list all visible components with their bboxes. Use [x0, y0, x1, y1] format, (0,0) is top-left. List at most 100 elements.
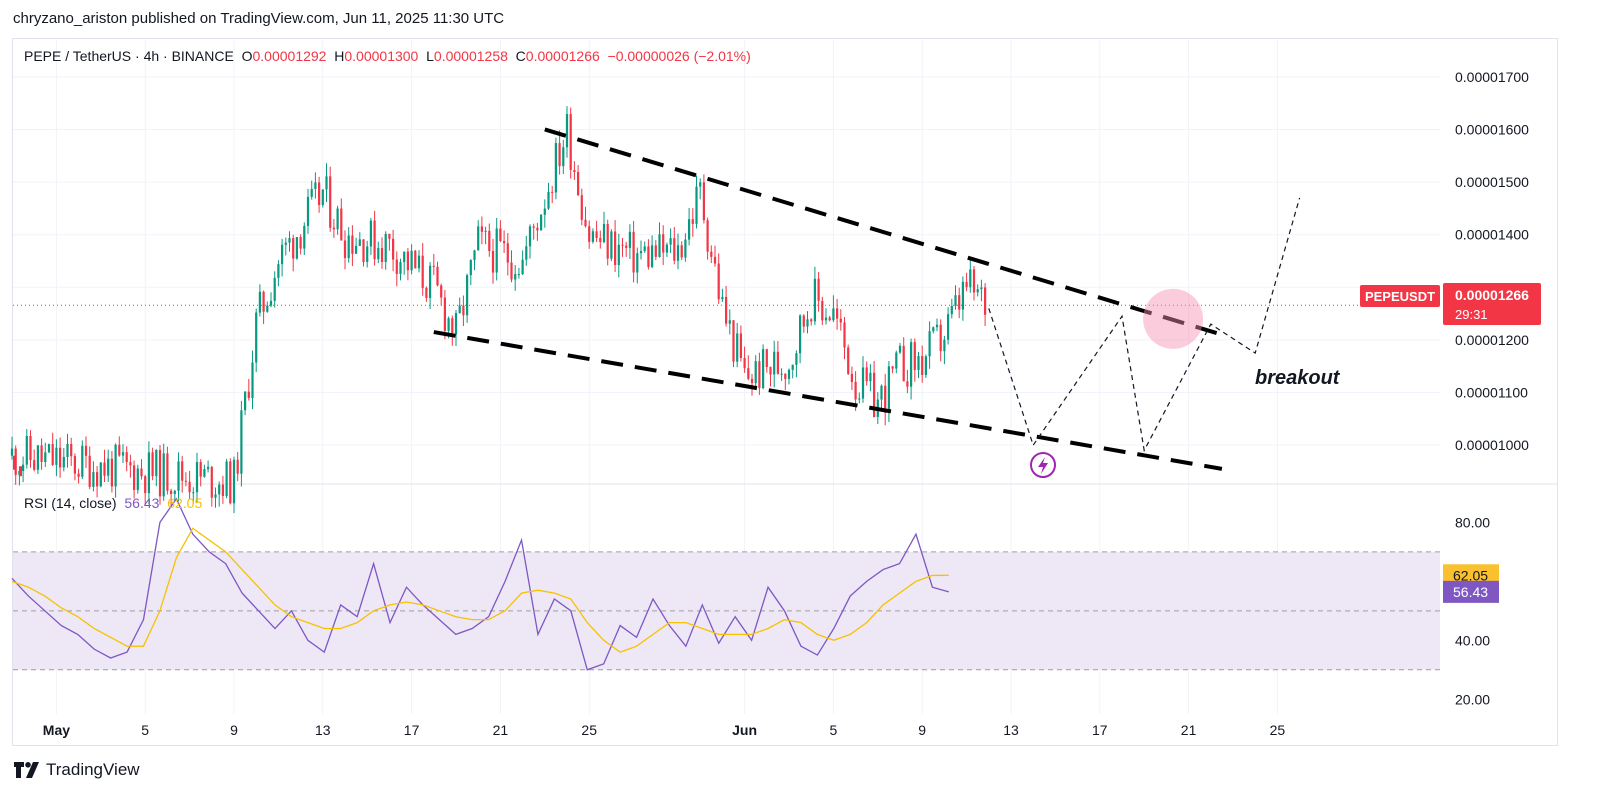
- time-axis-label: 13: [1003, 722, 1019, 738]
- candle-body: [636, 253, 639, 273]
- candle-body: [791, 364, 794, 370]
- candle-body: [628, 231, 632, 248]
- candle-body: [817, 278, 820, 301]
- candle-body: [562, 147, 565, 167]
- candle-body: [913, 342, 916, 371]
- time-axis-label: 25: [581, 722, 597, 738]
- candle-body: [983, 287, 987, 315]
- candle-body: [454, 313, 458, 335]
- candle-body: [225, 461, 228, 496]
- candle-body: [58, 447, 62, 468]
- candle-body: [280, 244, 284, 265]
- candle-body: [221, 484, 225, 496]
- candle-body: [621, 244, 624, 246]
- candle-body: [539, 214, 543, 231]
- candle-body: [103, 462, 106, 476]
- candle-body: [928, 331, 931, 357]
- candle-body: [325, 176, 328, 190]
- time-axis-label: 13: [315, 722, 331, 738]
- candle-body: [602, 223, 606, 243]
- candle-body: [181, 461, 184, 481]
- low-label: L: [426, 48, 434, 64]
- axes: 0.00001700 0.00001600 0.00001500 0.00001400…: [43, 69, 1541, 738]
- candle-body: [177, 461, 180, 491]
- rsi-ma-line: [11, 527, 949, 653]
- candle-body: [573, 169, 576, 172]
- candle-body: [821, 300, 824, 321]
- candle-body: [921, 356, 924, 375]
- candle-body: [266, 305, 269, 312]
- candle-body: [750, 378, 754, 384]
- candle-body: [351, 235, 354, 254]
- candle-body: [303, 225, 306, 249]
- candle-body: [906, 381, 909, 387]
- rsi-ma-value: 62.05: [167, 495, 203, 511]
- time-axis-label: 17: [1092, 722, 1108, 738]
- lightning-icon[interactable]: [1030, 452, 1056, 478]
- candle-body: [813, 278, 817, 322]
- candle-body: [551, 191, 554, 193]
- candle-body: [25, 436, 28, 465]
- candle-body: [835, 308, 839, 319]
- candle-body: [403, 251, 406, 263]
- candle-body: [258, 291, 262, 313]
- candle-body: [247, 391, 250, 399]
- candle-body: [380, 248, 384, 262]
- candle-body: [961, 281, 965, 310]
- symbol-name: PEPE / TetherUS · 4h · BINANCE: [24, 48, 234, 64]
- candle-body: [362, 239, 365, 262]
- time-axis-label: 9: [230, 722, 238, 738]
- candle-body: [369, 220, 373, 247]
- candle-body: [81, 445, 84, 477]
- candle-body: [399, 262, 402, 274]
- price-tag-bg: [1443, 283, 1541, 325]
- candle-body: [343, 240, 347, 259]
- candle-body: [73, 456, 77, 474]
- rsi-line: [11, 497, 950, 671]
- rsi-ma-tag-value: 62.05: [1453, 567, 1488, 583]
- candle-body: [950, 305, 953, 315]
- rsi-ma-tag-bg: [1443, 564, 1499, 587]
- time-axis-label: Jun: [732, 722, 757, 738]
- candle-body: [532, 226, 535, 228]
- candle-body: [169, 490, 173, 494]
- candle-body: [495, 228, 498, 273]
- candle-body: [373, 220, 376, 260]
- candle-body: [613, 231, 617, 266]
- candle-body: [458, 305, 461, 314]
- candle-body: [499, 228, 502, 242]
- candle-body: [110, 458, 114, 487]
- candle-body: [384, 233, 387, 262]
- candle-body: [765, 349, 768, 368]
- tradingview-footer[interactable]: TradingView: [14, 760, 140, 780]
- candle-body: [773, 351, 776, 375]
- candle-body: [477, 226, 480, 251]
- candle-body: [743, 357, 746, 369]
- candle-body: [517, 274, 521, 276]
- candle-body: [869, 372, 872, 382]
- candle-body: [595, 231, 598, 238]
- candle-body: [414, 250, 417, 269]
- candle-body: [388, 233, 391, 239]
- candle-body: [684, 239, 687, 258]
- candle-body: [255, 312, 258, 363]
- descending-channel: breakout: [433, 127, 1341, 478]
- candle-body: [850, 373, 854, 382]
- time-axis-label: May: [43, 722, 70, 738]
- candle-body: [203, 469, 206, 477]
- candle-body: [902, 345, 905, 382]
- candle-body: [188, 481, 191, 493]
- candle-body: [891, 366, 894, 369]
- candle-body: [839, 318, 842, 323]
- candle-body: [769, 367, 772, 375]
- candle-body: [40, 445, 43, 463]
- close-value: 0.00001266: [525, 48, 600, 64]
- candle-body: [861, 367, 865, 399]
- candle-body: [95, 472, 99, 487]
- price-tag-countdown: 29:31: [1455, 307, 1488, 322]
- candle-body: [784, 373, 787, 379]
- candle-body: [417, 255, 421, 269]
- candle-body: [943, 339, 946, 352]
- high-label: H: [334, 48, 345, 64]
